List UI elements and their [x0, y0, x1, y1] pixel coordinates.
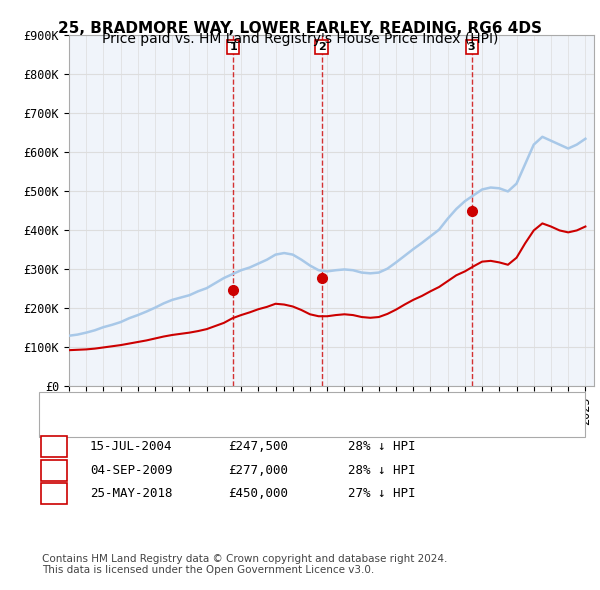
Text: 25-MAY-2018: 25-MAY-2018 [90, 487, 173, 500]
Text: 25, BRADMORE WAY, LOWER EARLEY, READING, RG6 4DS (detached house): 25, BRADMORE WAY, LOWER EARLEY, READING,… [96, 399, 542, 412]
Text: £277,000: £277,000 [228, 464, 288, 477]
Text: 3: 3 [468, 42, 475, 52]
Text: 28% ↓ HPI: 28% ↓ HPI [348, 440, 415, 453]
Text: HPI: Average price, detached house, Wokingham: HPI: Average price, detached house, Woki… [96, 417, 384, 430]
Text: Price paid vs. HM Land Registry's House Price Index (HPI): Price paid vs. HM Land Registry's House … [102, 32, 498, 47]
Text: £247,500: £247,500 [228, 440, 288, 453]
Text: Contains HM Land Registry data © Crown copyright and database right 2024.
This d: Contains HM Land Registry data © Crown c… [42, 553, 448, 575]
Text: 27% ↓ HPI: 27% ↓ HPI [348, 487, 415, 500]
Text: 1: 1 [229, 42, 237, 52]
Text: 25, BRADMORE WAY, LOWER EARLEY, READING, RG6 4DS: 25, BRADMORE WAY, LOWER EARLEY, READING,… [58, 21, 542, 35]
Text: 1: 1 [50, 440, 58, 453]
Text: 28% ↓ HPI: 28% ↓ HPI [348, 464, 415, 477]
Text: 2: 2 [50, 464, 58, 477]
Text: 2: 2 [317, 42, 325, 52]
Text: 3: 3 [50, 487, 58, 500]
Text: 15-JUL-2004: 15-JUL-2004 [90, 440, 173, 453]
Text: 04-SEP-2009: 04-SEP-2009 [90, 464, 173, 477]
Text: £450,000: £450,000 [228, 487, 288, 500]
